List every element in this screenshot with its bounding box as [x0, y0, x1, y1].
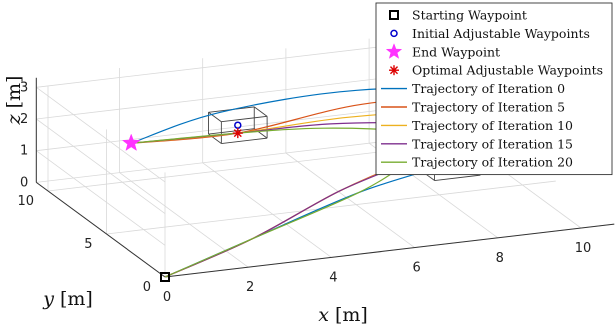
legend-entry-label: Trajectory of Iteration 15: [412, 136, 573, 151]
x-tick-label: 6: [412, 261, 420, 276]
x-tick-label: 2: [246, 280, 254, 295]
legend-entry-label: Trajectory of Iteration 20: [412, 155, 573, 170]
grid-line: [202, 162, 332, 258]
legend: Starting Waypoint Initial Adjustable Wayp…: [375, 2, 613, 176]
grid-line: [106, 180, 556, 235]
legend-marker-square: [389, 10, 399, 20]
y-tick-label: 5: [84, 237, 92, 252]
z-tick-label: 0: [20, 175, 28, 190]
x-tick-label: 10: [575, 241, 592, 256]
axes: [35, 77, 615, 278]
legend-entry-label: Starting Waypoint: [412, 8, 527, 23]
grid-line: [285, 152, 415, 248]
waypoint-box-edge: [253, 106, 268, 117]
y-axis-line: [36, 181, 166, 278]
grid-line: [36, 150, 166, 246]
starting-waypoint-marker: [160, 272, 170, 282]
waypoint-box-edge: [221, 115, 268, 123]
legend-box: [375, 2, 613, 176]
legend-entry-label: Trajectory of Iteration 10: [412, 118, 573, 133]
y-tick-label: 0: [143, 280, 151, 295]
grid-line: [36, 118, 166, 214]
y-axis-label: y [m]: [42, 288, 93, 310]
x-tick-label: 0: [163, 290, 171, 305]
axis-labels: x [m] y [m] z [m]: [3, 76, 368, 326]
legend-entry-label: Trajectory of Iteration 5: [412, 100, 565, 115]
legend-marker-asterisk: [389, 66, 399, 75]
x-axis-line: [164, 223, 615, 278]
waypoint-box-edge: [221, 137, 268, 144]
x-tick-label: 8: [496, 251, 504, 266]
waypoint-box-edge: [434, 174, 481, 181]
waypoint-box-edge: [208, 111, 222, 123]
legend-entry-label: Initial Adjustable Waypoints: [412, 26, 590, 41]
tick-labels: 0 2 4 6 8 10 0 5 10 0 1 2 3: [17, 80, 591, 305]
z-tick-label: 3: [20, 80, 28, 95]
x-axis-label: x [m]: [318, 304, 368, 326]
end-waypoint-marker: [121, 133, 141, 151]
grid-line: [119, 172, 249, 268]
optimal-waypoint-marker: [233, 129, 242, 138]
z-tick-label: 1: [20, 144, 28, 159]
waypoint-box-edge: [208, 128, 255, 135]
legend-entry-label: Optimal Adjustable Waypoints: [412, 63, 603, 78]
legend-marker-circle: [390, 29, 398, 38]
legend-marker-star: [385, 43, 403, 59]
z-axis-label: z [m]: [3, 76, 25, 126]
legend-entry-label: Trajectory of Iteration 0: [412, 81, 565, 96]
x-tick-label: 4: [329, 270, 337, 285]
grid-line: [36, 86, 166, 183]
y-tick-label: 10: [17, 194, 34, 209]
z-tick-label: 2: [20, 112, 28, 127]
legend-entry-label: End Waypoint: [412, 44, 500, 59]
